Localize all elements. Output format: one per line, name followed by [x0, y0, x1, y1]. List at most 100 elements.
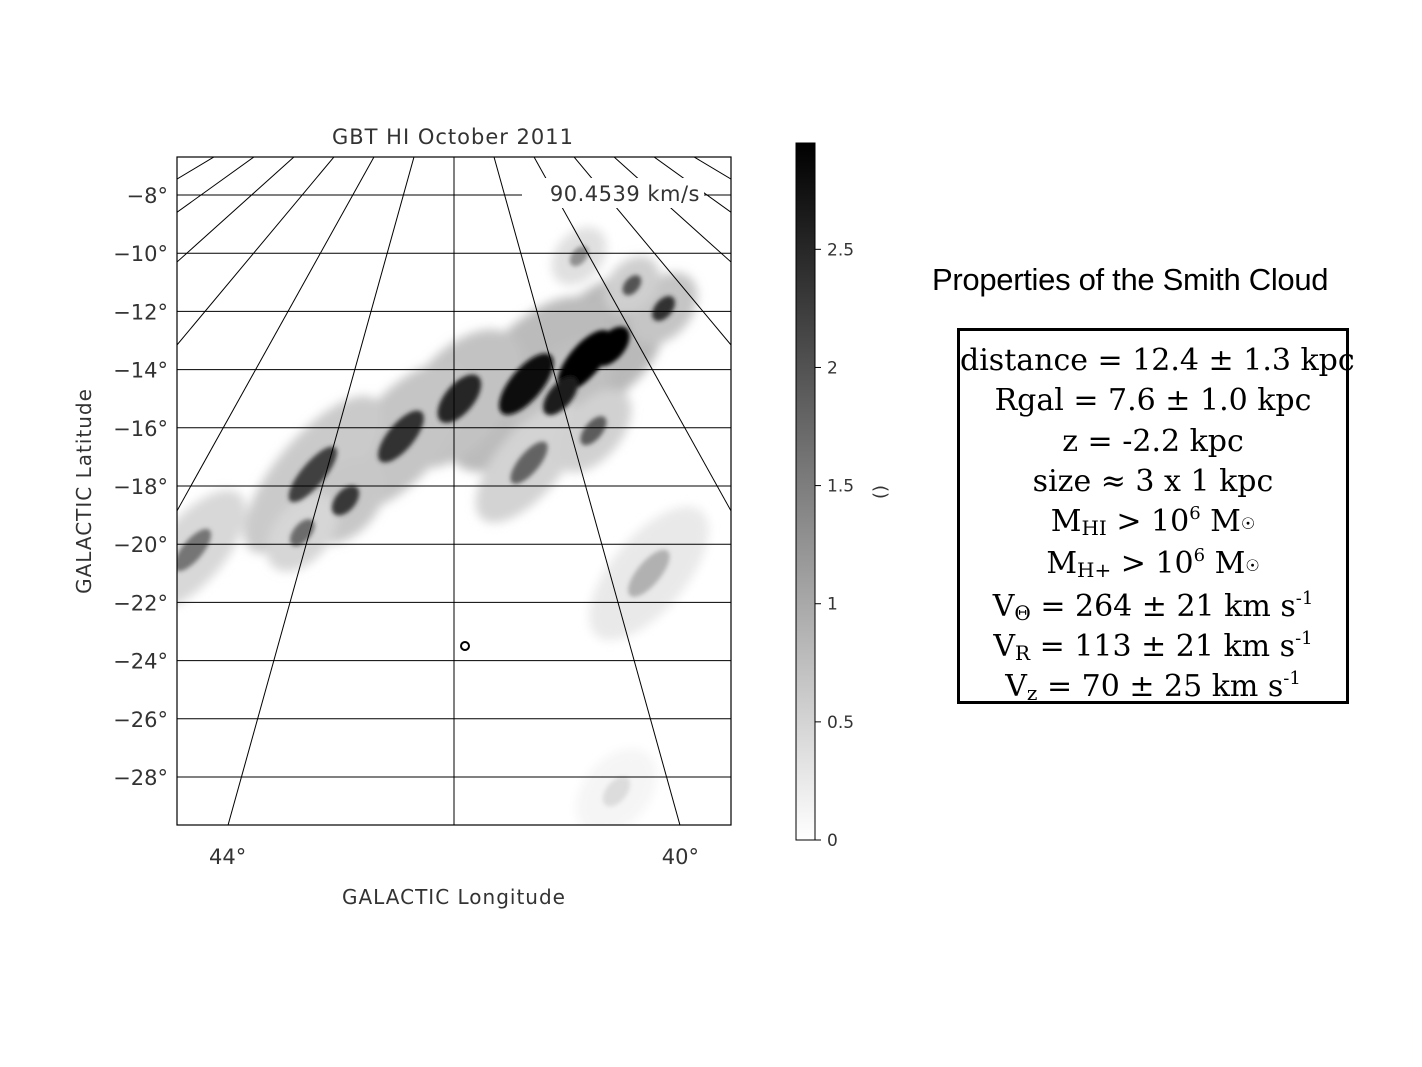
size-line: size ≈ 3 x 1 kpc	[1032, 463, 1274, 499]
diffuse-emission-halo	[866, 517, 900, 659]
colorbar-tick-label: 1	[827, 595, 838, 615]
hi-mass-exponent: 6	[1189, 503, 1201, 525]
y-axis-label: GALACTIC Latitude	[72, 388, 96, 594]
longitude-gridline	[613, 157, 731, 263]
colorbar-tick-labels: 0 0.5 1 1.5 2 2.5	[815, 240, 854, 851]
hplus-mass-exponent: 6	[1193, 545, 1206, 567]
solar-mass-icon: ☉	[1245, 556, 1260, 576]
emission-clump	[288, 446, 337, 503]
colorbar	[795, 142, 816, 841]
latitude-tick-label: −12°	[113, 300, 168, 324]
velocity-label-background	[522, 178, 704, 208]
longitude-gridline	[573, 157, 731, 346]
latitude-tick-label: −26°	[113, 708, 168, 732]
v-r-line: VR = 113 ± 21 km s-1	[960, 627, 1346, 667]
distance-line: distance = 12.4 ± 1.3 kpc	[960, 343, 1355, 378]
emission-clump	[10, 643, 69, 707]
longitude-gridline	[227, 157, 415, 825]
v-r-exponent: -1	[1295, 628, 1313, 650]
hplus-mass-subscript: H+	[1077, 558, 1112, 583]
latitude-tick-label: −24°	[113, 650, 168, 674]
z-height-line: z = -2.2 kpc	[1062, 423, 1244, 459]
emission-clump	[593, 326, 630, 367]
hplus-mass-line: MH+ > 106 M☉	[960, 544, 1346, 586]
emission-clump	[622, 275, 642, 296]
emission-clump	[510, 441, 548, 484]
latitude-tick-label: −16°	[113, 417, 168, 441]
emission-clump	[762, 443, 788, 470]
latitude-tick-labels: −8° −10° −12° −14° −16° −18° −20° −22° −24° −26° −…	[113, 184, 168, 790]
diffuse-emission-halo	[741, 256, 834, 355]
emission-clump	[602, 776, 631, 807]
v-r-value: = 113 ± 21 km s	[1030, 629, 1296, 665]
v-theta-line: VΘ = 264 ± 21 km s-1	[960, 587, 1346, 627]
hi-mass-relation: > 10	[1106, 504, 1190, 540]
hplus-mass-symbol: M	[1046, 546, 1078, 582]
emission-clump	[580, 416, 607, 446]
map-frame	[176, 156, 732, 826]
longitude-tick-label: 44°	[209, 845, 246, 869]
solar-mass-icon: ☉	[1240, 514, 1256, 534]
longitude-gridline	[177, 157, 335, 346]
longitude-gridline	[493, 157, 681, 825]
colorbar-tick-label: 0.5	[827, 713, 854, 733]
velocity-label: 90.4539 km/s	[550, 182, 700, 206]
colorbar-unit-label: ()	[870, 485, 891, 499]
emission-clump	[331, 485, 360, 516]
latitude-tick-label: −22°	[113, 591, 168, 615]
v-z-symbol: V	[1005, 669, 1027, 705]
emission-clump	[652, 296, 676, 321]
rgal-line: Rgal = 7.6 ± 1.0 kpc	[994, 383, 1312, 419]
longitude-tick-label: 40°	[662, 845, 699, 869]
v-r-subscript: R	[1015, 641, 1031, 666]
coordinate-grid	[177, 157, 731, 825]
emission-clump	[628, 549, 670, 597]
longitude-gridline	[177, 157, 295, 263]
hi-map-figure: GBT HI October 2011 90.4539 km/s −8° −10°…	[0, 125, 900, 909]
x-axis-label: GALACTIC Longitude	[342, 885, 566, 909]
longitude-gridline	[533, 157, 731, 512]
v-theta-value: = 264 ± 21 km s	[1030, 588, 1296, 624]
colorbar-tick-label: 0	[827, 831, 838, 851]
v-theta-symbol: V	[992, 588, 1015, 624]
hi-mass-line: MHI > 106 M☉	[960, 502, 1346, 544]
latitude-tick-label: −20°	[113, 533, 168, 557]
emission-clump	[57, 713, 104, 764]
hplus-mass-relation: > 10	[1111, 546, 1194, 582]
figure-title: GBT HI October 2011	[332, 125, 574, 149]
longitude-tick-labels: 52°48°44°40°36°32°	[209, 845, 699, 869]
latitude-tick-label: −8°	[127, 184, 168, 208]
colorbar-tick-label: 1.5	[827, 477, 854, 497]
v-r-symbol: V	[993, 629, 1016, 665]
emission-clump	[499, 353, 554, 415]
hplus-mass-unit: M	[1205, 546, 1246, 582]
emission-clump	[177, 528, 212, 572]
emission-clump	[378, 410, 424, 463]
hi-mass-unit: M	[1200, 504, 1241, 540]
v-theta-subscript: Θ	[1014, 600, 1031, 625]
latitude-tick-label: −28°	[113, 766, 168, 790]
latitude-tick-label: −18°	[113, 475, 168, 499]
emission-clumps-layer	[10, 246, 841, 807]
v-z-line: Vz = 70 ± 25 km s-1	[960, 667, 1346, 707]
hi-mass-subscript: HI	[1081, 516, 1107, 541]
hi-mass-symbol: M	[1050, 504, 1082, 540]
latitude-tick-label: −10°	[113, 242, 168, 266]
colorbar-tick-label: 2.5	[827, 240, 854, 260]
properties-box: distance = 12.4 ± 1.3 kpc Rgal = 7.6 ± 1…	[957, 328, 1355, 707]
v-z-value: = 70 ± 25 km s	[1037, 669, 1284, 705]
emission-clump	[437, 374, 482, 423]
emission-clump	[813, 495, 841, 524]
v-z-subscript: z	[1026, 681, 1038, 706]
diffuse-emission-halo	[12, 665, 149, 813]
diffuse-emission-halo	[0, 583, 126, 768]
emission-clump	[289, 519, 315, 547]
emission-clump	[569, 246, 589, 267]
source-marker	[460, 641, 470, 651]
properties-title: Properties of the Smith Cloud	[932, 262, 1329, 297]
latitude-tick-label: −14°	[113, 359, 168, 383]
v-z-exponent: -1	[1283, 668, 1301, 690]
v-theta-exponent: -1	[1295, 587, 1314, 609]
colorbar-tick-label: 2	[827, 358, 838, 378]
longitude-gridline	[177, 157, 375, 512]
